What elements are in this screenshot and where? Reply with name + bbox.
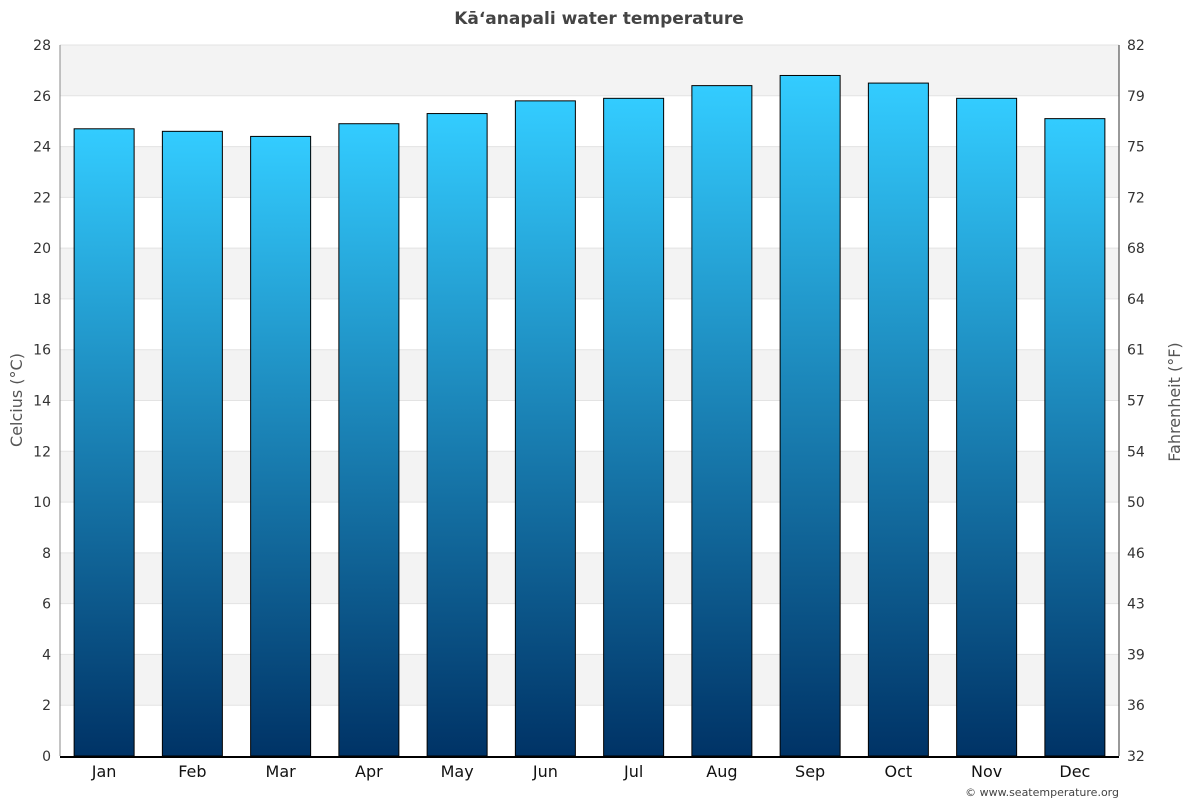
x-tick-label: Jan (91, 762, 117, 781)
axes (59, 45, 1120, 758)
band (60, 45, 1119, 96)
y-tick-label: 28 (33, 38, 51, 54)
y2-tick-label: 36 (1127, 698, 1145, 714)
y2-tick-label: 46 (1127, 546, 1145, 562)
x-tick-label: Dec (1059, 762, 1090, 781)
band (60, 146, 1119, 198)
bar-sep (779, 74, 841, 757)
y2-tick-label: 57 (1127, 394, 1145, 410)
x-tick-label: Jul (623, 762, 643, 781)
x-tick-label: Aug (706, 762, 737, 781)
bar-feb (161, 130, 223, 757)
y2-tick-label: 72 (1127, 190, 1145, 206)
y-tick-label: 4 (42, 647, 51, 663)
bar-oct (867, 82, 929, 757)
x-tick-label: Feb (178, 762, 206, 781)
bar-jul (603, 97, 665, 757)
x-tick-label: Oct (885, 762, 913, 781)
y-tick-label: 20 (33, 241, 51, 257)
band (60, 248, 1119, 299)
band (60, 552, 1119, 604)
chart-title: Kāʻanapali water temperature (454, 9, 744, 29)
bar-dec (1044, 118, 1106, 757)
y-axis-label: Celcius (°C) (7, 353, 26, 447)
y2-tick-label: 39 (1127, 647, 1145, 663)
bar-apr (338, 123, 400, 757)
bars (73, 74, 1106, 757)
y2-tick-label: 82 (1127, 38, 1145, 54)
y-tick-label: 2 (42, 698, 51, 714)
y2-tick-label: 61 (1127, 343, 1145, 359)
y-tick-label: 0 (42, 749, 51, 765)
y2-axis-label: Fahrenheit (°F) (1165, 342, 1184, 461)
y2-tick-label: 54 (1127, 444, 1145, 460)
y2-tick-label: 43 (1127, 597, 1145, 613)
x-tick-label: Jun (532, 762, 558, 781)
y-tick-label: 12 (33, 444, 51, 460)
band (60, 349, 1119, 401)
y-tick-label: 24 (33, 140, 51, 156)
y-tick-label: 18 (33, 292, 51, 308)
y-tick-label: 10 (33, 495, 51, 511)
credit-text: © www.seatemperature.org (965, 786, 1119, 799)
bar-jun (514, 100, 576, 757)
band (60, 451, 1119, 503)
y2-tick-label: 75 (1127, 140, 1145, 156)
y-tick-label: 14 (33, 394, 51, 410)
y2-tick-label: 64 (1127, 292, 1145, 308)
bar-jan (73, 128, 135, 757)
y2-tick-labels: 32 36 39 43 46 50 54 57 61 64 68 72 75 79 82 (1127, 38, 1145, 765)
grid-lines (60, 44, 1119, 706)
background-bands (60, 45, 1119, 706)
x-tick-labels: Jan Feb Mar Apr May Jun Jul Aug Sep Oct Nov Dec (91, 762, 1091, 781)
y-tick-label: 6 (42, 597, 51, 613)
band (60, 654, 1119, 706)
bar-aug (691, 85, 753, 757)
y2-tick-label: 32 (1127, 749, 1145, 765)
x-tick-label: Mar (266, 762, 297, 781)
x-tick-label: Nov (971, 762, 1002, 781)
y-tick-label: 16 (33, 343, 51, 359)
bar-mar (250, 135, 312, 757)
y-tick-label: 22 (33, 190, 51, 206)
y-tick-label: 26 (33, 89, 51, 105)
bar-may (426, 113, 488, 757)
y2-tick-label: 50 (1127, 495, 1145, 511)
y2-tick-label: 79 (1127, 89, 1145, 105)
bar-nov (956, 97, 1018, 757)
x-tick-label: Apr (355, 762, 383, 781)
x-tick-label: May (441, 762, 474, 781)
y-tick-label: 8 (42, 546, 51, 562)
x-tick-label: Sep (795, 762, 825, 781)
y2-tick-label: 68 (1127, 241, 1145, 257)
